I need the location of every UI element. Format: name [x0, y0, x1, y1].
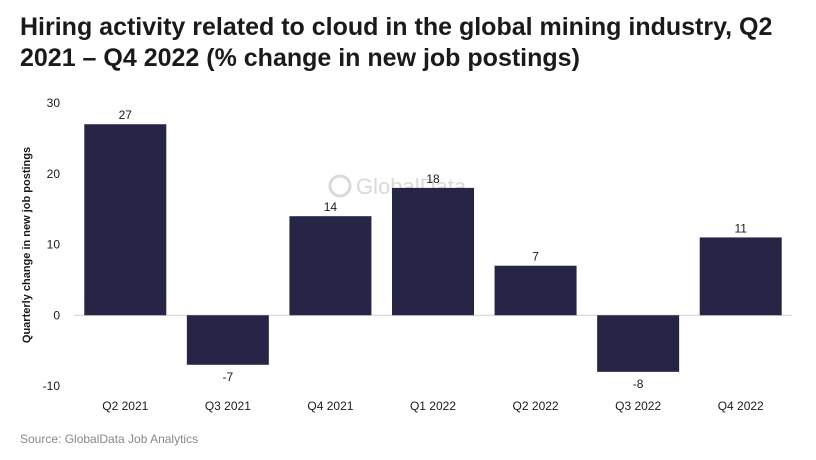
- y-tick-label: 30: [47, 96, 61, 110]
- x-tick-label: Q2 2021: [102, 399, 148, 413]
- bar-q4-2022: [699, 237, 782, 316]
- bar-q1-2022: [392, 187, 474, 316]
- y-tick-label: 0: [53, 308, 60, 322]
- x-tick-label: Q3 2021: [205, 399, 251, 413]
- source-note: Source: GlobalData Job Analytics: [20, 432, 199, 446]
- watermark-logo-icon: [328, 174, 352, 198]
- bar-q2-2021: [84, 124, 167, 316]
- x-tick-label: Q4 2022: [718, 399, 764, 413]
- x-tick-label: Q3 2022: [615, 399, 661, 413]
- x-tick-label: Q2 2022: [513, 399, 559, 413]
- data-label: 18: [426, 172, 440, 186]
- x-tick-label: Q1 2022: [410, 399, 456, 413]
- bar-q4-2021: [289, 216, 372, 316]
- y-axis-label: Quarterly change in new job postings: [21, 147, 33, 343]
- x-tick-label: Q4 2021: [307, 399, 353, 413]
- data-label: 27: [119, 108, 133, 122]
- data-label: 11: [734, 221, 747, 235]
- data-label: 7: [532, 250, 539, 264]
- data-label: -8: [633, 377, 644, 391]
- y-tick-label: -10: [43, 379, 61, 393]
- chart-title: Hiring activity related to cloud in the …: [20, 13, 773, 72]
- bar-q2-2022: [494, 265, 577, 316]
- bar-q3-2022: [597, 315, 680, 372]
- data-label: 14: [324, 200, 338, 214]
- y-tick-label: 20: [47, 167, 61, 181]
- data-label: -7: [223, 370, 234, 384]
- bar-q3-2021: [186, 315, 269, 365]
- y-tick-label: 10: [47, 238, 61, 252]
